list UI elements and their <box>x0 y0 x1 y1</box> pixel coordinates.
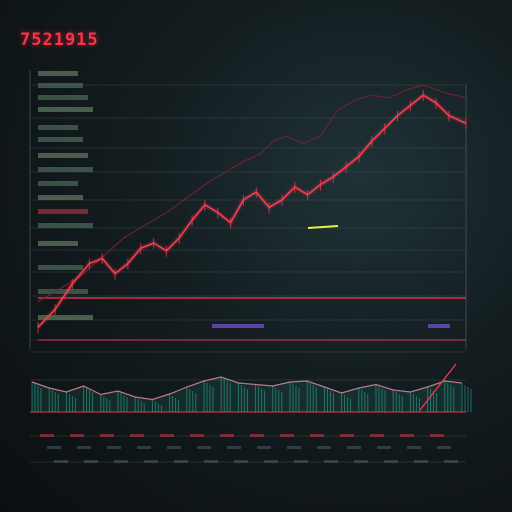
x-tick-placeholder <box>204 460 218 463</box>
x-tick-placeholder <box>70 434 84 437</box>
x-tick-placeholder <box>400 434 414 437</box>
x-tick-placeholder <box>47 446 61 449</box>
x-tick-placeholder <box>354 460 368 463</box>
tick-label-placeholder <box>38 83 83 88</box>
x-tick-placeholder <box>234 460 248 463</box>
x-tick-placeholder <box>54 460 68 463</box>
x-tick-placeholder <box>174 460 188 463</box>
x-tick-placeholder <box>287 446 301 449</box>
tick-label-placeholder <box>38 125 78 130</box>
series-line-secondary <box>37 84 467 303</box>
x-tick-placeholder <box>430 434 444 437</box>
tick-label-placeholder <box>38 107 93 112</box>
x-tick-placeholder <box>130 434 144 437</box>
tick-label-placeholder <box>38 315 93 320</box>
x-tick-placeholder <box>437 446 451 449</box>
tick-label-placeholder <box>38 153 88 158</box>
x-tick-placeholder <box>324 460 338 463</box>
marker-bar <box>212 324 264 328</box>
x-tick-placeholder <box>310 434 324 437</box>
x-tick-placeholder <box>84 460 98 463</box>
x-tick-placeholder <box>257 446 271 449</box>
x-tick-placeholder <box>347 446 361 449</box>
x-tick-placeholder <box>167 446 181 449</box>
tick-label-placeholder <box>38 95 88 100</box>
x-tick-placeholder <box>114 460 128 463</box>
tick-label-placeholder <box>38 289 88 294</box>
x-tick-placeholder <box>370 434 384 437</box>
x-tick-placeholder <box>407 446 421 449</box>
tick-label-placeholder <box>38 265 83 270</box>
x-tick-placeholder <box>340 434 354 437</box>
x-tick-placeholder <box>77 446 91 449</box>
series-line-glow <box>36 92 468 330</box>
x-tick-placeholder <box>264 460 278 463</box>
tick-label-placeholder <box>38 181 78 186</box>
tick-label-placeholder <box>38 195 83 200</box>
series-line-main <box>37 94 467 328</box>
marker-bar <box>428 324 450 328</box>
tick-label-placeholder <box>38 223 93 228</box>
x-tick-placeholder <box>220 434 234 437</box>
x-tick-placeholder <box>100 434 114 437</box>
x-tick-placeholder <box>377 446 391 449</box>
x-tick-placeholder <box>280 434 294 437</box>
x-tick-placeholder <box>160 434 174 437</box>
x-tick-placeholder <box>384 460 398 463</box>
volume-line <box>31 376 463 401</box>
chart-title: 7521915 <box>20 30 99 50</box>
tick-label-placeholder <box>38 167 93 172</box>
tick-label-placeholder <box>38 241 78 246</box>
lower-trend-line <box>419 363 457 411</box>
tick-label-placeholder <box>38 137 83 142</box>
highlight-segment <box>307 225 339 229</box>
x-tick-placeholder <box>137 446 151 449</box>
tick-label-placeholder <box>38 71 78 76</box>
x-tick-placeholder <box>317 446 331 449</box>
x-tick-placeholder <box>40 434 54 437</box>
x-tick-placeholder <box>250 434 264 437</box>
x-tick-placeholder <box>190 434 204 437</box>
x-tick-placeholder <box>414 460 428 463</box>
x-tick-placeholder <box>144 460 158 463</box>
tick-label-placeholder <box>38 209 88 214</box>
x-tick-placeholder <box>444 460 458 463</box>
x-tick-placeholder <box>294 460 308 463</box>
x-tick-placeholder <box>107 446 121 449</box>
x-tick-placeholder <box>227 446 241 449</box>
x-tick-placeholder <box>197 446 211 449</box>
